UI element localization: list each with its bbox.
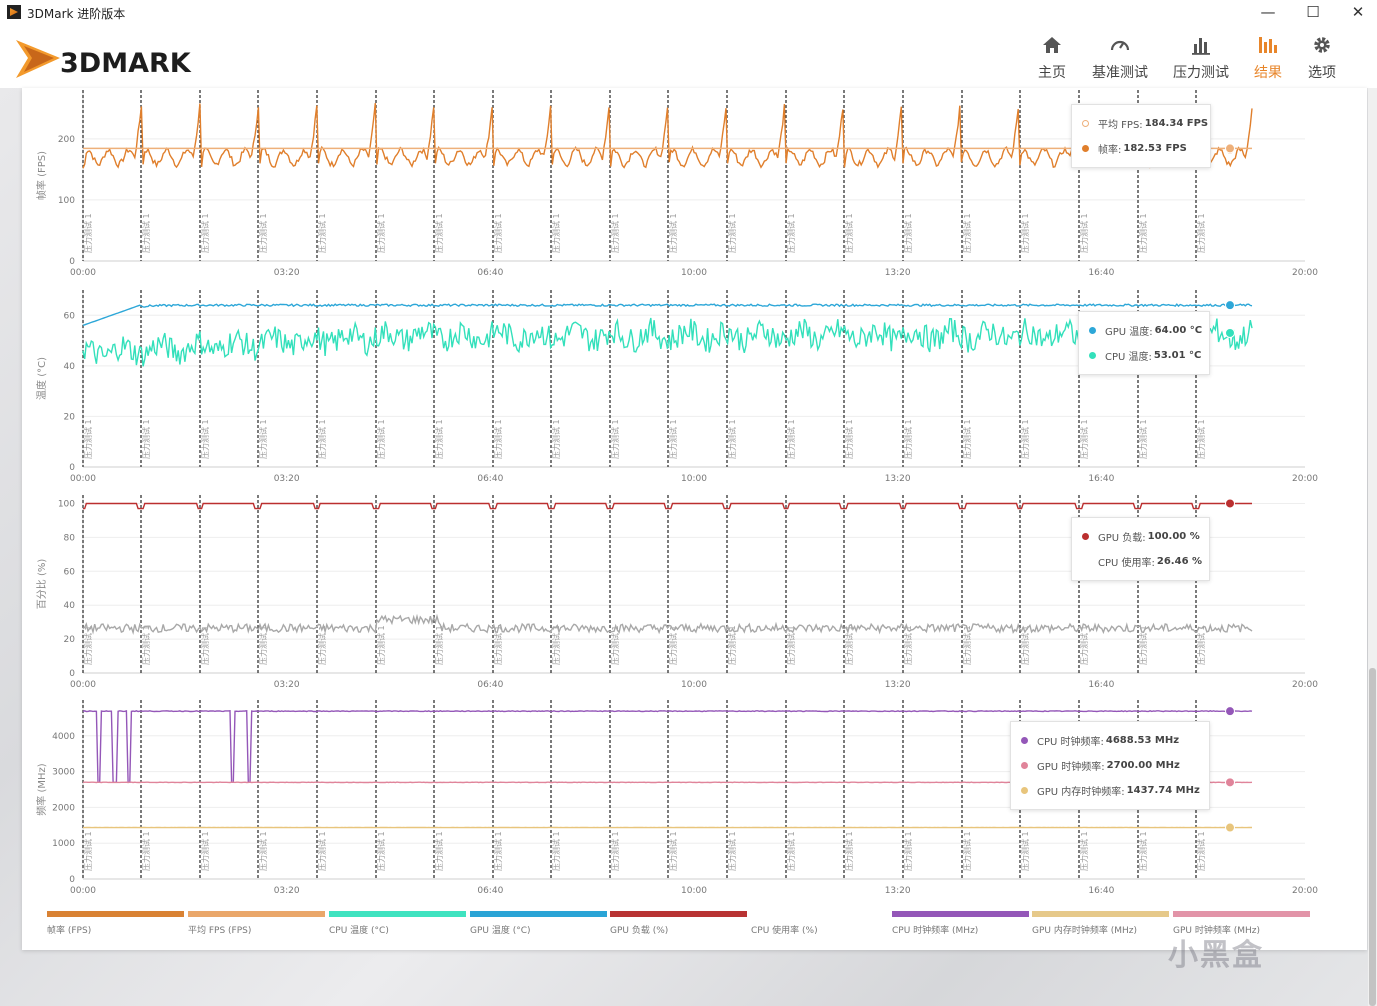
legend-item[interactable]: CPU 使用率 (%) [751, 911, 888, 936]
temperature-tooltip: GPU 温度: 64.00 °C CPU 温度: 53.01 °C [1078, 311, 1210, 375]
scrollbar-thumb[interactable] [1369, 668, 1376, 1006]
tooltip-value: 4688.53 MHz [1105, 735, 1180, 746]
legend-label: GPU 负载 (%) [610, 926, 669, 936]
scrollbar-track[interactable] [1368, 88, 1377, 1006]
tooltip-label: CPU 时钟频率: [1037, 737, 1104, 748]
tooltip-dot [1082, 145, 1089, 152]
app-icon [7, 5, 21, 19]
legend-item[interactable]: 平均 FPS (FPS) [188, 911, 325, 936]
tooltip-value: 64.00 °C [1154, 325, 1203, 336]
tooltip-label: 平均 FPS: [1098, 120, 1143, 131]
window-title: 3DMark 进阶版本 [27, 7, 126, 21]
legend-label: CPU 温度 (°C) [329, 926, 389, 936]
tooltip-value: 26.46 % [1156, 556, 1203, 567]
watermark-text: 小黑盒 [1168, 938, 1264, 973]
nav-label: 基准测试 [1092, 65, 1148, 81]
legend-color-bar [329, 911, 466, 917]
tooltip-label: GPU 时钟频率: [1037, 762, 1105, 773]
legend-label: 平均 FPS (FPS) [188, 926, 252, 936]
tooltip-label: GPU 负载: [1098, 533, 1146, 544]
tooltip-value: 100.00 % [1147, 531, 1200, 542]
legend-color-bar [47, 911, 184, 917]
legend-color-bar [188, 911, 325, 917]
legend-label: CPU 时钟频率 (MHz) [892, 926, 979, 936]
bar-chart-icon [1192, 38, 1210, 55]
legend-label: GPU 内存时钟频率 (MHz) [1032, 926, 1137, 936]
tooltip-row: CPU 温度: 53.01 °C [1089, 343, 1202, 368]
gauge-icon [1110, 40, 1130, 51]
tooltip-row: GPU 时钟频率: 2700.00 MHz [1021, 753, 1199, 778]
title-bar: 3DMark 进阶版本 — ☐ ✕ [0, 0, 1377, 26]
tooltip-dot [1021, 737, 1028, 744]
3dmark-logo: 3DMARK [16, 40, 192, 79]
tooltip-value: 2700.00 MHz [1106, 760, 1180, 771]
legend-label: GPU 温度 (°C) [470, 926, 531, 936]
legend-item[interactable]: GPU 温度 (°C) [470, 911, 607, 936]
tooltip-dot [1021, 762, 1028, 769]
tooltip-dot [1082, 533, 1089, 540]
legend-color-bar [1173, 911, 1310, 917]
nav-label: 压力测试 [1173, 65, 1229, 81]
tooltip-dot [1089, 327, 1096, 334]
close-button[interactable]: ✕ [1351, 3, 1365, 21]
legend-item[interactable]: CPU 时钟频率 (MHz) [892, 911, 1029, 936]
legend-item[interactable]: GPU 内存时钟频率 (MHz) [1032, 911, 1169, 936]
tooltip-row: GPU 内存时钟频率: 1437.74 MHz [1021, 778, 1200, 803]
legend-item[interactable]: GPU 时钟频率 (MHz) [1173, 911, 1310, 936]
legend-label: 帧率 (FPS) [47, 926, 92, 936]
results-icon [1259, 37, 1277, 53]
tooltip-value: 182.53 FPS [1123, 143, 1187, 154]
tooltip-dot [1082, 558, 1089, 565]
tooltip-dot [1021, 787, 1028, 794]
legend-label: CPU 使用率 (%) [751, 926, 818, 936]
legend-item[interactable]: CPU 温度 (°C) [329, 911, 466, 936]
nav-benchmarks[interactable]: 基准测试 [1085, 34, 1155, 82]
tooltip-value: 1437.74 MHz [1126, 785, 1200, 796]
legend-color-bar [751, 911, 888, 917]
tooltip-dot [1089, 352, 1096, 359]
nav-label: 主页 [1038, 65, 1066, 81]
tooltip-label: CPU 温度: [1105, 352, 1152, 363]
legend-color-bar [610, 911, 747, 917]
legend-item[interactable]: 帧率 (FPS) [47, 911, 184, 936]
legend-color-bar [470, 911, 607, 917]
nav-label: 结果 [1254, 65, 1282, 81]
legend-item[interactable]: GPU 负载 (%) [610, 911, 747, 936]
tooltip-row: CPU 时钟频率: 4688.53 MHz [1021, 728, 1199, 753]
tooltip-row: CPU 使用率: 26.46 % [1082, 549, 1203, 574]
load-tooltip: GPU 负载: 100.00 % CPU 使用率: 26.46 % [1071, 517, 1210, 581]
nav-label: 选项 [1308, 65, 1336, 81]
nav-options[interactable]: 选项 [1287, 34, 1357, 82]
tooltip-label: CPU 使用率: [1098, 558, 1155, 569]
home-icon [1043, 37, 1061, 53]
app-header: 3DMARK 主页 基准测试 压力测试 结果 选项 [0, 26, 1377, 88]
tooltip-value: 53.01 °C [1153, 350, 1202, 361]
tooltip-row: GPU 温度: 64.00 °C [1089, 318, 1203, 343]
nav-stress-tests[interactable]: 压力测试 [1166, 34, 1236, 82]
legend-color-bar [1032, 911, 1169, 917]
svg-text:3DMARK: 3DMARK [60, 48, 192, 79]
legend-label: GPU 时钟频率 (MHz) [1173, 926, 1260, 936]
tooltip-label: GPU 内存时钟频率: [1037, 787, 1125, 798]
tooltip-row: 平均 FPS: 184.34 FPS [1082, 111, 1208, 136]
tooltip-row: 帧率: 182.53 FPS [1082, 136, 1200, 161]
nav-results[interactable]: 结果 [1233, 34, 1303, 82]
fps-tooltip: 平均 FPS: 184.34 FPS 帧率: 182.53 FPS [1071, 104, 1211, 168]
gear-icon [1314, 37, 1330, 53]
tooltip-dot [1082, 120, 1089, 127]
tooltip-label: GPU 温度: [1105, 327, 1153, 338]
tooltip-value: 184.34 FPS [1144, 118, 1209, 129]
minimize-button[interactable]: — [1260, 3, 1276, 21]
maximize-button[interactable]: ☐ [1306, 3, 1320, 21]
tooltip-row: GPU 负载: 100.00 % [1082, 524, 1200, 549]
tooltip-label: 帧率: [1098, 145, 1122, 156]
frequency-tooltip: CPU 时钟频率: 4688.53 MHz GPU 时钟频率: 2700.00 MHz… [1010, 721, 1210, 810]
nav-home[interactable]: 主页 [1017, 34, 1087, 82]
legend-color-bar [892, 911, 1029, 917]
